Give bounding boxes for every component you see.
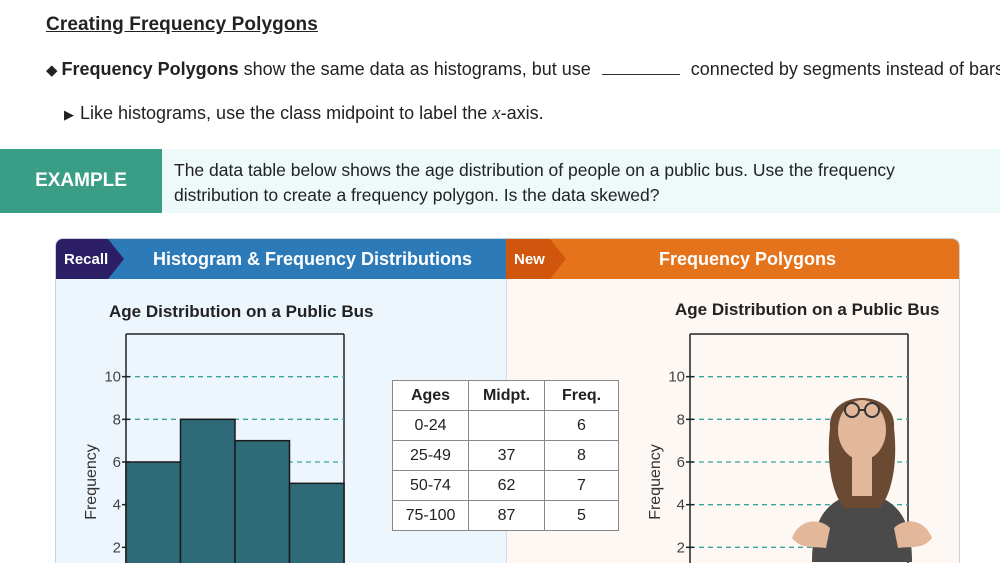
- y-tick-label: 8: [677, 411, 685, 428]
- cell-midpoint: [468, 410, 545, 441]
- recall-header: [56, 239, 506, 279]
- bullet-frequency-polygons: ◆ Frequency Polygons show the same data a…: [46, 59, 1000, 80]
- x-variable: x: [492, 103, 501, 124]
- y-tick-label: 4: [113, 497, 121, 514]
- table-row: 0-24 6: [392, 410, 619, 441]
- histogram-bar: [179, 418, 236, 563]
- cell-ages: 25-49: [392, 440, 469, 471]
- cell-midpoint: 62: [468, 470, 545, 501]
- triangle-bullet-icon: ▶: [64, 107, 74, 122]
- table-row: 50-74 62 7: [392, 470, 619, 501]
- new-header: [506, 239, 959, 279]
- header-midpoint: Midpt.: [468, 380, 545, 411]
- table-row: 25-49 37 8: [392, 440, 619, 471]
- cell-midpoint: 37: [468, 440, 545, 471]
- header-ages: Ages: [392, 380, 469, 411]
- histogram-bar: [234, 439, 291, 563]
- new-title: Frequency Polygons: [659, 248, 837, 269]
- header-frequency: Freq.: [544, 380, 619, 411]
- example-band: [0, 149, 1000, 213]
- cell-frequency: 8: [544, 440, 619, 471]
- y-tick-label: 6: [677, 454, 685, 471]
- y-tick-label: 10: [104, 369, 121, 386]
- table-row: 75-100 87 5: [392, 500, 619, 531]
- presenter-video-overlay: [792, 398, 932, 562]
- y-axis-label: Frequency: [83, 444, 100, 520]
- table-header-row: Ages Midpt. Freq.: [392, 380, 619, 411]
- cell-ages: 75-100: [392, 500, 469, 531]
- y-tick-label: 4: [677, 497, 685, 514]
- y-tick-label: 2: [113, 539, 121, 556]
- fill-in-blank: [601, 60, 680, 75]
- cell-frequency: 5: [544, 500, 619, 531]
- bullet1-text-after: connected by segments instead of bars.: [685, 59, 1000, 79]
- polygon-chart-title: Age Distribution on a Public Bus: [675, 300, 940, 319]
- new-tag: New: [506, 239, 566, 279]
- frequency-table: Ages Midpt. Freq. 0-24 6 25-49 37 8 50-7…: [392, 380, 619, 531]
- example-label: EXAMPLE: [0, 149, 162, 213]
- bullet2-text-before: Like histograms, use the class midpoint …: [80, 103, 493, 123]
- y-axis-label: Frequency: [647, 444, 664, 520]
- page-title: Creating Frequency Polygons: [46, 14, 318, 35]
- histogram-chart: 2 4 6 8 10 Frequency: [83, 333, 345, 563]
- cell-frequency: 6: [544, 410, 619, 441]
- histogram-title: Age Distribution on a Public Bus: [109, 302, 374, 321]
- cell-frequency: 7: [544, 470, 619, 501]
- diamond-bullet-icon: ◆: [46, 62, 58, 79]
- cell-ages: 0-24: [392, 410, 469, 441]
- cell-midpoint: 87: [468, 500, 545, 531]
- recall-tag: Recall: [56, 239, 124, 279]
- histogram-bar: [125, 461, 182, 563]
- y-tick-label: 10: [668, 369, 685, 386]
- bullet2-text-after: -axis.: [500, 103, 544, 123]
- y-tick-label: 2: [677, 539, 685, 556]
- term-frequency-polygons: Frequency Polygons: [61, 59, 239, 79]
- cell-ages: 50-74: [392, 470, 469, 501]
- sub-bullet-midpoint: ▶ Like histograms, use the class midpoint…: [64, 103, 544, 125]
- example-text: The data table below shows the age distr…: [174, 160, 895, 205]
- histogram-bar: [288, 482, 345, 563]
- y-tick-label: 8: [113, 411, 121, 428]
- recall-title: Histogram & Frequency Distributions: [153, 248, 473, 269]
- y-tick-label: 6: [113, 454, 121, 471]
- bullet1-text-before: show the same data as histograms, but us…: [238, 59, 596, 79]
